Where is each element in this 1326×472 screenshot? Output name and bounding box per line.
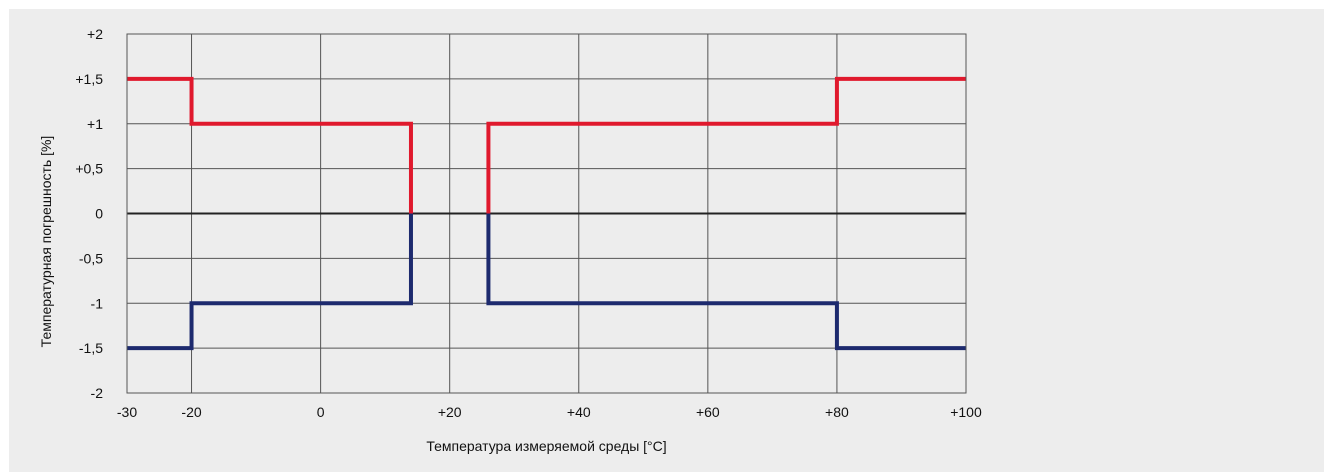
x-tick-label: -20 xyxy=(181,404,201,420)
grid xyxy=(127,34,966,393)
y-tick-label: +0,5 xyxy=(75,161,103,177)
y-tick-label: -1,5 xyxy=(79,340,103,356)
x-tick-labels: -30 -20 0 +20 +40 +60 +80 +100 xyxy=(117,404,982,420)
x-tick-label: +100 xyxy=(950,404,982,420)
series-line-3 xyxy=(127,213,413,351)
y-tick-label: -2 xyxy=(91,385,104,401)
chart-panel: -30 -20 0 +20 +40 +60 +80 +100 +2 +1,5 +1 +0,5 0 -0,… xyxy=(9,9,1324,472)
y-axis-label: Температурная погрешность [%] xyxy=(38,136,54,348)
x-tick-label: 0 xyxy=(317,404,325,420)
y-tick-label: -0,5 xyxy=(79,250,103,266)
x-tick-label: -30 xyxy=(117,404,137,420)
series-group xyxy=(127,76,966,351)
x-axis-label: Температура измеряемой среды [°C] xyxy=(426,438,666,454)
x-tick-label: +40 xyxy=(567,404,591,420)
x-tick-label: +80 xyxy=(825,404,849,420)
y-tick-label: +2 xyxy=(87,26,103,42)
series-line-4 xyxy=(486,213,966,351)
x-tick-label: +20 xyxy=(438,404,462,420)
series-line-1 xyxy=(127,76,413,214)
y-tick-labels: +2 +1,5 +1 +0,5 0 -0,5 -1 -1,5 -2 xyxy=(75,26,103,401)
y-tick-label: -1 xyxy=(91,295,104,311)
plot-frame xyxy=(126,33,967,394)
x-tick-label: +60 xyxy=(696,404,720,420)
temperature-error-chart: -30 -20 0 +20 +40 +60 +80 +100 +2 +1,5 +1 +0,5 0 -0,… xyxy=(38,26,982,454)
series-line-2 xyxy=(486,76,966,214)
plot-border xyxy=(126,33,967,394)
y-tick-label: +1 xyxy=(87,116,103,132)
y-tick-label: 0 xyxy=(95,206,103,222)
y-tick-label: +1,5 xyxy=(75,71,103,87)
